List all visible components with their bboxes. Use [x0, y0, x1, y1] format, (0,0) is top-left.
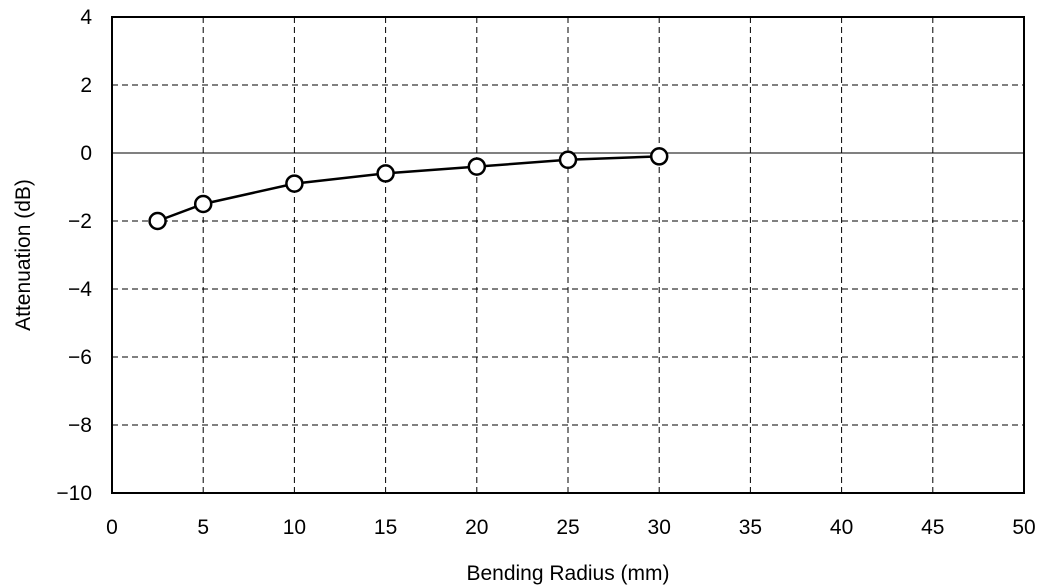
- x-tick-label: 50: [1012, 516, 1035, 539]
- x-tick-label: 0: [106, 516, 118, 539]
- y-tick-label: 4: [80, 6, 92, 29]
- x-tick-label: 30: [648, 516, 671, 539]
- data-point: [467, 157, 487, 176]
- y-tick-label: −8: [68, 414, 92, 437]
- y-tick-label: −2: [68, 210, 92, 233]
- x-tick-label: 25: [556, 516, 579, 539]
- data-point: [148, 211, 167, 231]
- data-point: [649, 147, 669, 166]
- data-point: [193, 194, 213, 214]
- y-tick-label: 2: [80, 74, 92, 97]
- y-axis-title: Attenuation (dB): [12, 179, 35, 331]
- y-tick-label: −4: [68, 278, 92, 301]
- grid: [112, 17, 1024, 493]
- data-point: [558, 150, 578, 170]
- series-group: [148, 147, 669, 231]
- x-tick-label: 5: [197, 516, 209, 539]
- x-tick-label: 20: [465, 516, 488, 539]
- x-tick-label: 40: [830, 516, 853, 539]
- y-tick-labels: 4 2 0 −2 −4 −6 −8 −10: [56, 6, 92, 505]
- data-point: [376, 164, 395, 183]
- plot-area: [112, 17, 1024, 493]
- y-tick-label: −10: [56, 482, 92, 505]
- x-tick-label: 35: [739, 516, 762, 539]
- x-tick-label: 45: [921, 516, 944, 539]
- y-tick-label: −6: [68, 346, 92, 369]
- x-tick-label: 15: [374, 516, 397, 539]
- x-tick-label: 10: [283, 516, 306, 539]
- data-point: [285, 174, 304, 193]
- x-tick-labels: 0 5 10 15 20 25 30 35 40 45 50: [106, 516, 1036, 539]
- x-axis-title: Bending Radius (mm): [466, 562, 669, 585]
- plot-frame: [111, 16, 1025, 494]
- y-tick-label: 0: [80, 142, 92, 165]
